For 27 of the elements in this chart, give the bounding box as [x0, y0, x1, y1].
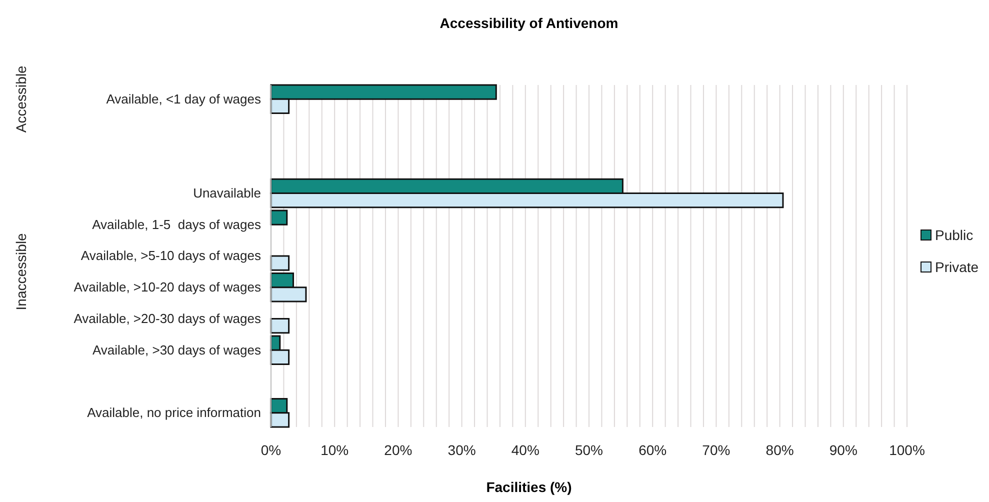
x-tick-label: 90% [829, 442, 858, 458]
x-tick-label: 0% [260, 442, 282, 458]
chart-title: Accessibility of Antivenom [440, 15, 618, 31]
y-tick-label: Available, <1 day of wages [106, 91, 262, 106]
text: Accessible [13, 65, 29, 133]
y-tick-label: Unavailable [193, 185, 261, 200]
x-tick-label: 20% [384, 442, 412, 458]
x-tick-label: 30% [448, 442, 476, 458]
y-tick-label: Available, >10-20 days of wages [74, 280, 262, 295]
legend-label: Public [935, 227, 974, 243]
x-tick-label: 10% [320, 442, 349, 458]
y-tick-label: Available, >20-30 days of wages [74, 310, 262, 326]
x-tick-label: 80% [766, 442, 794, 458]
x-tick-label: 50% [574, 442, 604, 458]
y-tick-label: Available, 1-5 days of wages [92, 216, 262, 232]
y-tick-label: Available, >30 days of wages [92, 342, 262, 358]
y-tick-label: Available, no price information [87, 405, 261, 420]
bar [270, 210, 288, 226]
text: Inaccessible [13, 232, 29, 310]
x-axis-title: Facilities (%) [486, 479, 572, 495]
x-tick-label: 40% [511, 442, 540, 458]
y-tick-label: Available, >5-10 days of wages [80, 248, 262, 264]
legend-label: Private [935, 259, 979, 275]
bar [270, 318, 290, 334]
x-tick-label: 70% [702, 442, 730, 458]
x-tick-label: 100% [889, 442, 925, 458]
x-tick-label: 60% [638, 442, 667, 458]
